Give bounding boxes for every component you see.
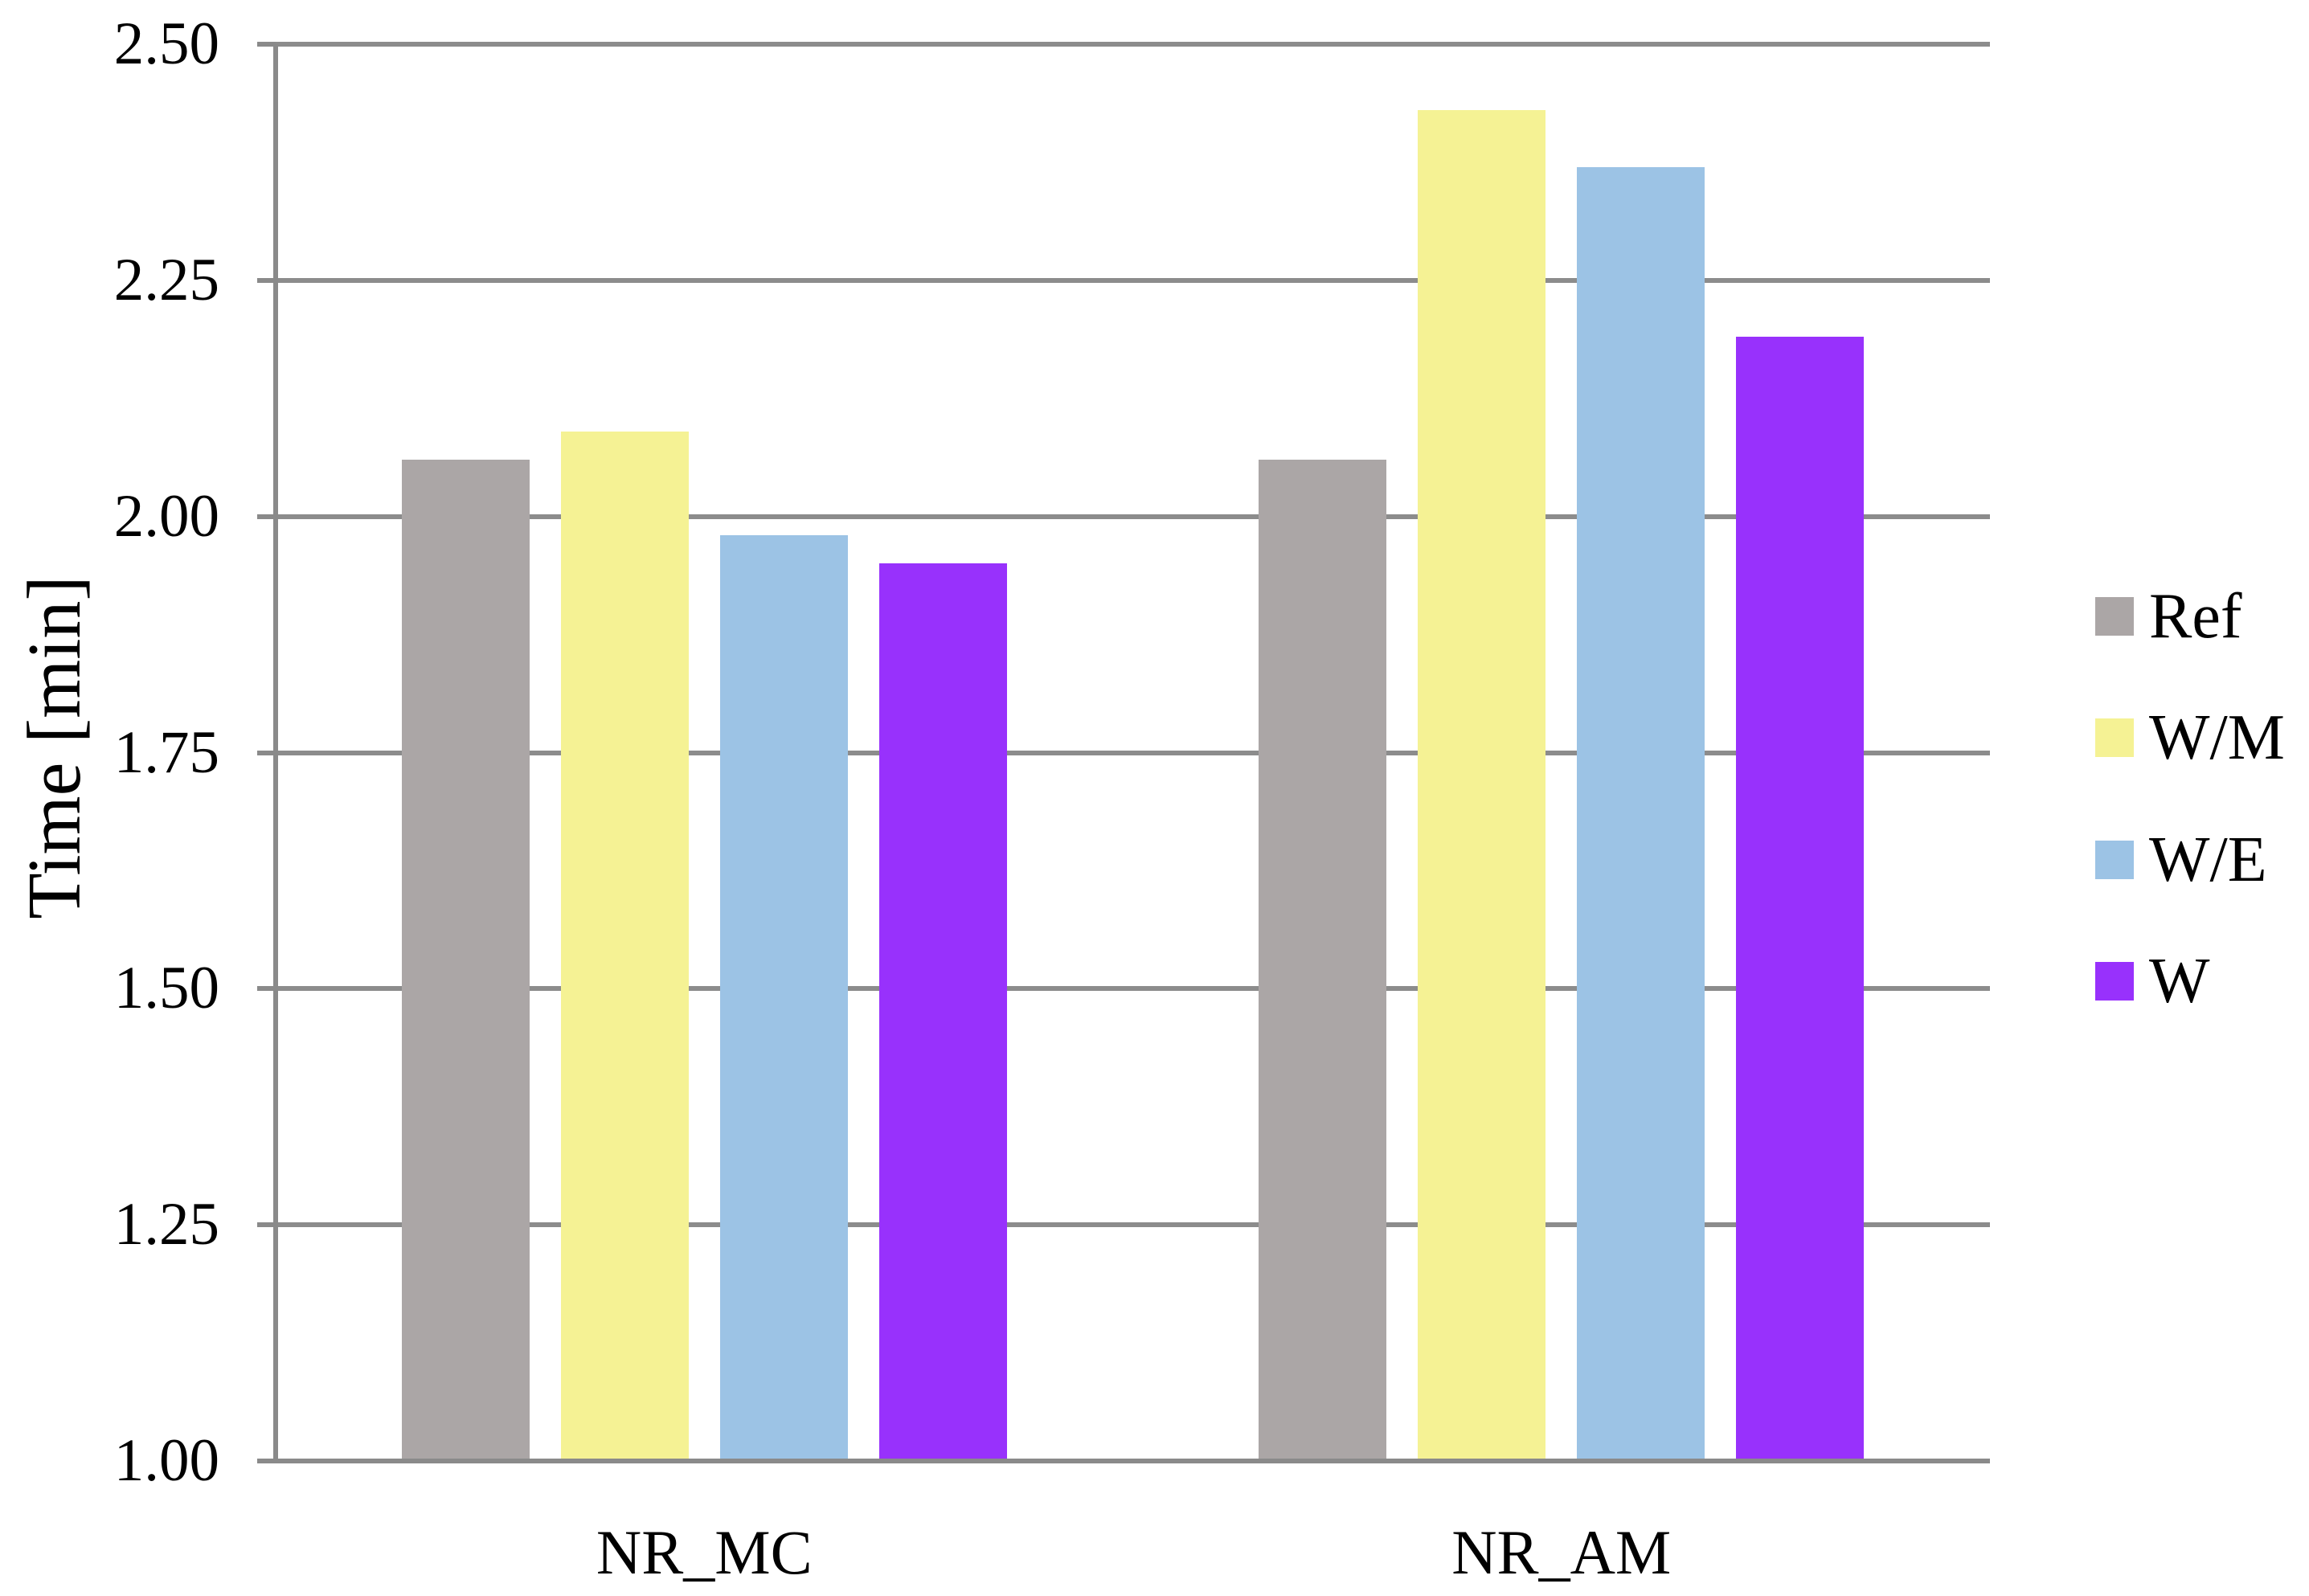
legend-swatch-W/E (2095, 840, 2134, 879)
gridline-2.00 (276, 514, 1990, 519)
legend-label-W/E: W/E (2149, 824, 2267, 895)
y-tickmark-2.25 (257, 277, 276, 283)
bar-NR_MC-W/M (560, 431, 689, 1459)
gridline-1.50 (276, 986, 1990, 992)
bar-NR_AM-W/E (1577, 166, 1705, 1459)
y-tickmark-1.75 (257, 750, 276, 755)
gridline-2.50 (276, 42, 1990, 47)
y-tickmark-2.00 (257, 514, 276, 519)
legend-swatch-W (2095, 961, 2134, 1001)
y-tickmark-1.50 (257, 986, 276, 992)
legend-label-W: W (2149, 945, 2210, 1017)
y-tick-label-1.50: 1.50 (113, 955, 219, 1022)
x-category-label-NR_MC: NR_MC (596, 1517, 813, 1587)
legend-item-W/M: W/M (2095, 706, 2285, 770)
legend-item-Ref: Ref (2095, 584, 2242, 649)
bar-NR_AM-Ref (1259, 460, 1387, 1459)
x-category-label-NR_AM: NR_AM (1451, 1517, 1672, 1587)
y-tickmark-1.25 (257, 1222, 276, 1228)
y-tick-label-2.00: 2.00 (113, 482, 219, 550)
gridline-1.75 (276, 750, 1990, 755)
legend-label-W/M: W/M (2149, 702, 2285, 774)
y-tick-label-2.25: 2.25 (113, 246, 219, 313)
y-tick-label-1.00: 1.00 (113, 1427, 219, 1494)
bar-NR_MC-W (878, 563, 1007, 1459)
y-tick-label-2.50: 2.50 (113, 10, 219, 77)
y-axis-line (273, 44, 278, 1463)
x-axis-line (276, 1459, 1990, 1463)
legend-label-Ref: Ref (2149, 581, 2242, 652)
legend-item-W/E: W/E (2095, 828, 2267, 892)
y-tick-label-1.25: 1.25 (113, 1191, 219, 1258)
y-tickmark-2.50 (257, 42, 276, 47)
bar-NR_AM-W/M (1418, 110, 1546, 1459)
legend-swatch-Ref (2095, 597, 2134, 636)
y-tickmark-1.00 (257, 1459, 276, 1463)
bar-NR_MC-W/E (719, 535, 848, 1459)
y-tick-label-1.75: 1.75 (113, 718, 219, 786)
bar-NR_MC-Ref (401, 460, 530, 1459)
y-axis-title: Time [min] (13, 575, 96, 919)
bar-NR_AM-W (1736, 337, 1865, 1459)
gridline-2.25 (276, 277, 1990, 283)
legend-swatch-W/M (2095, 718, 2134, 758)
gridline-1.25 (276, 1222, 1990, 1228)
legend-item-W: W (2095, 949, 2210, 1013)
